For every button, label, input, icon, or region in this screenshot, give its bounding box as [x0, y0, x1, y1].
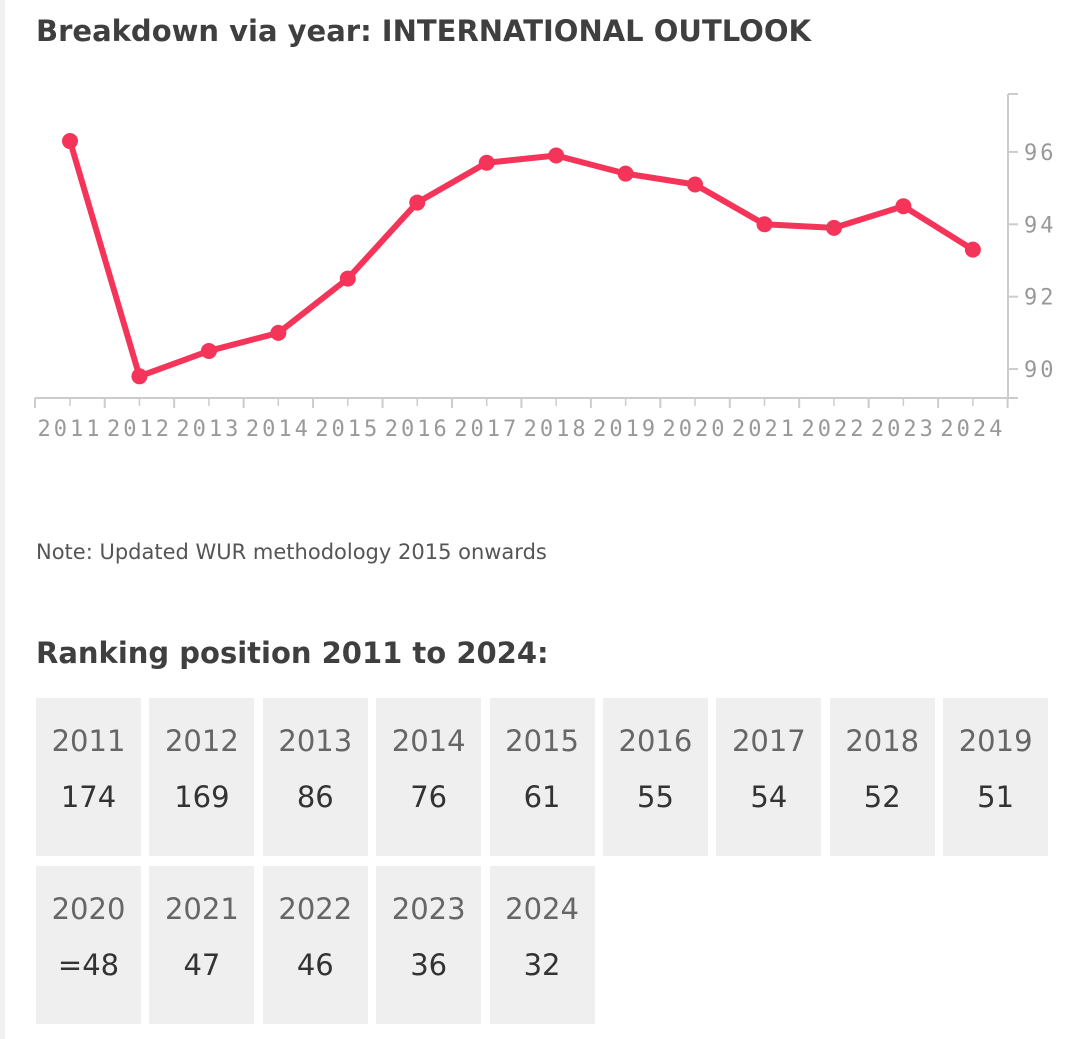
ranking-position: 55: [637, 780, 674, 814]
data-point: [617, 165, 634, 182]
ranking-year: 2018: [845, 724, 920, 758]
ranking-cell: 2012 169: [149, 698, 255, 856]
ranking-year: 2013: [278, 724, 353, 758]
ranking-position: 51: [977, 780, 1015, 814]
ranking-year: 2012: [164, 724, 239, 758]
ranking-cell: 2013 86: [262, 698, 368, 856]
ranking-year: 2022: [278, 892, 353, 926]
ranking-year: 2021: [164, 892, 239, 926]
ranking-cell: 2019 51: [943, 698, 1049, 856]
x-tick-label: 2012: [107, 417, 172, 442]
data-point: [895, 198, 912, 215]
ranking-cell: 2022 46: [262, 866, 368, 1024]
data-point: [478, 154, 495, 171]
ranking-cell: 2023 36: [376, 866, 482, 1024]
ranking-position: 52: [863, 780, 901, 814]
ranking-position: 32: [523, 948, 561, 982]
ranking-position: 54: [750, 780, 788, 814]
ranking-year: 2014: [391, 724, 466, 758]
y-tick-label: 92: [1024, 286, 1057, 311]
x-tick-label: 2011: [38, 417, 103, 442]
ranking-position: 174: [60, 780, 117, 814]
x-tick-label: 2017: [454, 417, 519, 442]
x-tick-label: 2020: [663, 417, 728, 442]
ranking-grid: 2011 174 2012 169 2013 86 2014 76 2015 61 2016 55 20…: [36, 698, 1049, 1024]
ranking-year: 2017: [731, 724, 806, 758]
data-point: [409, 194, 426, 211]
methodology-note: Note: Updated WUR methodology 2015 onwar…: [36, 540, 547, 564]
ranking-cell: 2016 55: [602, 698, 708, 856]
ranking-year: 2019: [958, 724, 1033, 758]
data-point: [270, 324, 287, 341]
data-point: [964, 241, 981, 258]
chart-point-layer: [62, 133, 981, 385]
x-tick-label: 2021: [732, 417, 797, 442]
x-tick-label: 2023: [871, 417, 936, 442]
ranking-position: 46: [296, 948, 334, 982]
y-tick-label: 94: [1024, 213, 1057, 238]
ranking-title: Ranking position 2011 to 2024:: [36, 636, 549, 670]
x-tick-label: 2024: [940, 417, 1005, 442]
left-border: [0, 0, 5, 1039]
ranking-year: 2024: [505, 892, 579, 926]
ranking-year: 2016: [618, 724, 693, 758]
ranking-cell: 2021 47: [149, 866, 255, 1024]
ranking-position: 36: [410, 948, 448, 982]
data-point: [339, 270, 356, 287]
data-point: [131, 368, 148, 385]
ranking-cell: 2015 61: [489, 698, 595, 856]
ranking-position: 86: [296, 780, 334, 814]
chart-title: Breakdown via year: INTERNATIONAL OUTLOO…: [36, 14, 811, 48]
ranking-year: 2020: [51, 892, 126, 926]
ranking-cell: 2024 32: [489, 866, 595, 1024]
ranking-position: =48: [57, 948, 120, 982]
data-point: [200, 342, 217, 359]
ranking-position: 61: [523, 780, 561, 814]
ranking-cell: 2011 174: [36, 698, 141, 856]
data-point: [825, 219, 842, 236]
x-tick-label: 2019: [593, 417, 658, 442]
ranking-year: 2023: [391, 892, 466, 926]
x-tick-label: 2014: [246, 417, 311, 442]
chart-axes: 2011 2012 2013 2014 2015 2016 2017 2018 2019 2020…: [34, 93, 1057, 442]
x-tick-label: 2022: [801, 417, 866, 442]
ranking-cell: 2020 =48: [36, 866, 141, 1024]
x-tick-label: 2013: [176, 417, 241, 442]
ranking-cell: 2014 76: [376, 698, 482, 856]
ranking-position: 169: [174, 780, 230, 814]
data-point: [687, 176, 704, 193]
chart-line-layer: [67, 138, 976, 380]
series-line: [67, 138, 976, 380]
y-tick-label: 96: [1024, 141, 1057, 166]
ranking-year: 2011: [51, 724, 126, 758]
ranking-cell: 2018 52: [829, 698, 935, 856]
x-tick-label: 2016: [385, 417, 450, 442]
x-tick-label: 2015: [315, 417, 380, 442]
data-point: [62, 133, 78, 150]
ranking-position: 76: [410, 780, 448, 814]
line-chart: 2011 2012 2013 2014 2015 2016 2017 2018 2019 2020…: [34, 93, 1057, 442]
y-tick-label: 90: [1024, 358, 1057, 383]
data-point: [756, 216, 773, 233]
ranking-year: 2015: [505, 724, 579, 758]
ranking-position: 47: [183, 948, 221, 982]
x-tick-label: 2018: [524, 417, 589, 442]
ranking-cell: 2017 54: [716, 698, 822, 856]
data-point: [548, 147, 565, 164]
